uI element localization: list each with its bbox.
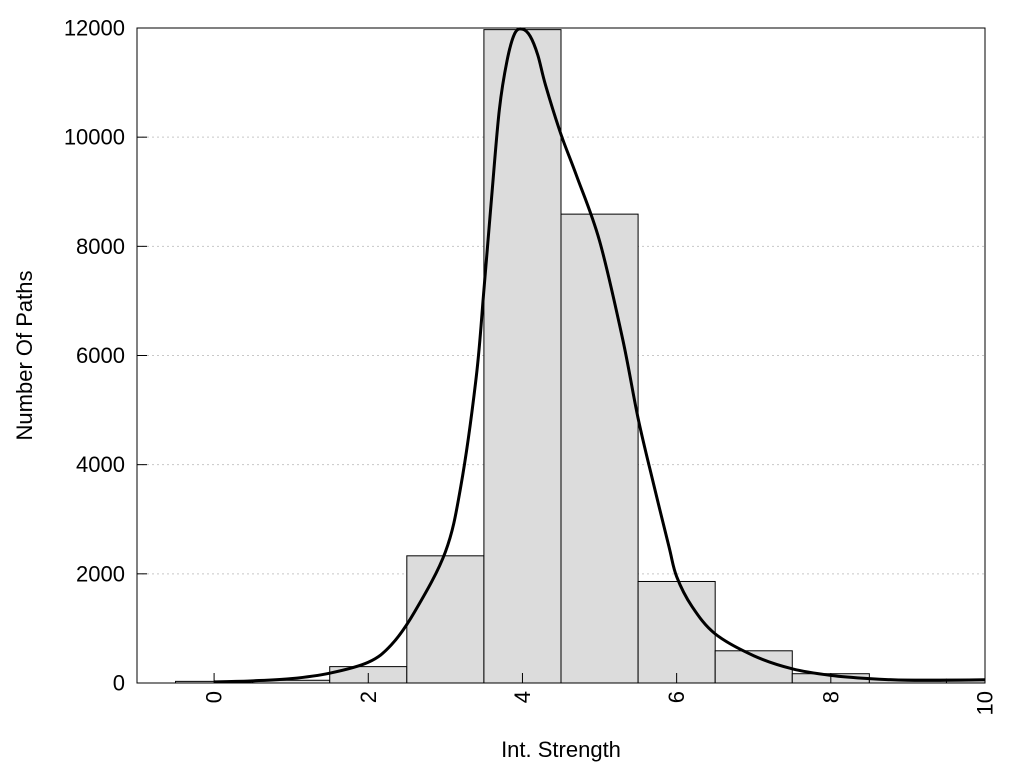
y-tick-label: 2000 [76,561,125,586]
x-tick-label: 2 [356,691,381,703]
gridlines [137,136,985,575]
y-tick-label: 6000 [76,343,125,368]
y-tick-label: 0 [113,671,125,696]
y-tick-label: 12000 [64,16,125,41]
histogram-bar [483,29,562,684]
x-tick-label: 8 [818,691,843,703]
y-axis-label: Number Of Paths [12,271,37,441]
histogram-bar [560,213,639,684]
histogram-bars [175,29,986,684]
x-tick-label: 10 [973,691,998,715]
histogram-bar [637,580,716,684]
histogram-bar [406,555,485,684]
x-tick-label: 0 [202,691,227,703]
x-axis-ticks: 0 2 4 6 8 10 [202,673,998,715]
x-tick-label: 4 [510,691,535,703]
x-tick-label: 6 [664,691,689,703]
fit-curve [214,27,986,684]
y-axis-ticks: 0 2000 4000 6000 8000 10000 12000 [64,16,147,696]
y-tick-label: 4000 [76,452,125,477]
y-tick-label: 10000 [64,125,125,150]
y-tick-label: 8000 [76,234,125,259]
x-axis-label: Int. Strength [501,737,621,762]
